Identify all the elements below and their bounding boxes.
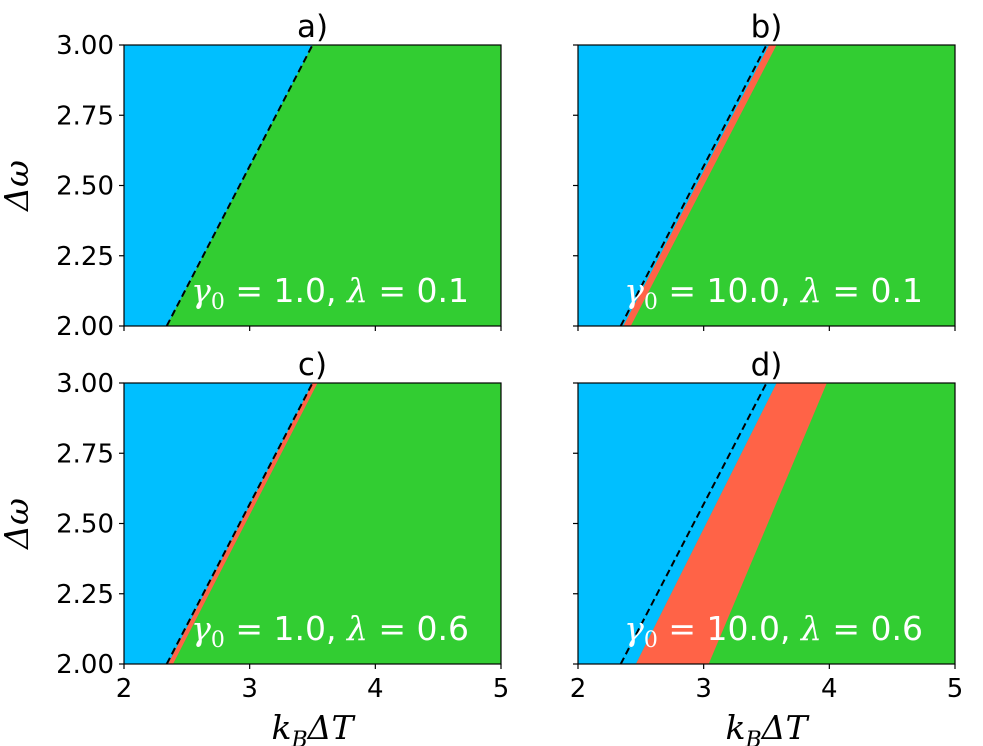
y-tick-label: 2.25 [56,242,114,272]
x-tick-label: 5 [947,674,964,704]
panel-1: 2.00 2.25 2.50 2.75 3.00 a) γ0 = 1.0, λ = 0.1 Δ… [0,9,502,342]
region-left [578,45,770,326]
dashed-boundary-line [619,44,768,327]
y-tick-label: 2.75 [56,439,114,469]
parameter-annotation: γ0 = 1.0, λ = 0.1 [191,271,469,315]
y-tick-label: 2.00 [56,650,114,680]
x-tick-label: 3 [695,674,712,704]
y-tick-label: 2.50 [56,510,114,540]
panel-title: a) [297,9,328,45]
dashed-boundary-line [619,382,768,665]
region-middle [167,383,318,664]
panel-3: 2 3 4 5 2.00 2.25 2.50 2.75 3.00 c) γ0 = 1.0, λ = … [0,347,509,746]
y-axis-label: Δω [0,498,36,551]
dashed-boundary-line [165,382,314,665]
panel-title: d) [751,347,783,383]
panel-title: b) [751,9,783,45]
y-axis-label: Δω [0,160,36,213]
parameter-annotation: γ0 = 10.0, λ = 0.1 [624,271,923,315]
region-left [124,383,313,664]
y-tick-label: 2.25 [56,580,114,610]
y-tick-label: 2.75 [56,101,114,131]
x-tick-label: 4 [821,674,838,704]
region-middle [623,45,777,326]
x-tick-label: 3 [241,674,258,704]
panel-4: 2 3 4 5 d) γ0 = 10.0, λ = 0.6 kBΔT [570,347,964,746]
parameter-annotation: γ0 = 1.0, λ = 0.6 [191,609,469,653]
x-axis-label: kBΔT [725,708,810,746]
region-left [578,383,777,664]
x-tick-label: 2 [116,674,133,704]
y-tick-label: 3.00 [56,31,114,61]
y-tick-label: 2.00 [56,312,114,342]
x-tick-label: 2 [570,674,587,704]
region-left [124,45,313,326]
region-middle [635,383,827,664]
dashed-boundary-line [165,44,314,327]
parameter-annotation: γ0 = 10.0, λ = 0.6 [624,609,923,653]
y-tick-label: 3.00 [56,369,114,399]
x-tick-label: 4 [367,674,384,704]
y-tick-label: 2.50 [56,172,114,202]
x-axis-label: kBΔT [271,708,356,746]
panel-2: b) γ0 = 10.0, λ = 0.1 [573,9,956,331]
panel-title: c) [298,347,327,383]
x-tick-label: 5 [493,674,510,704]
